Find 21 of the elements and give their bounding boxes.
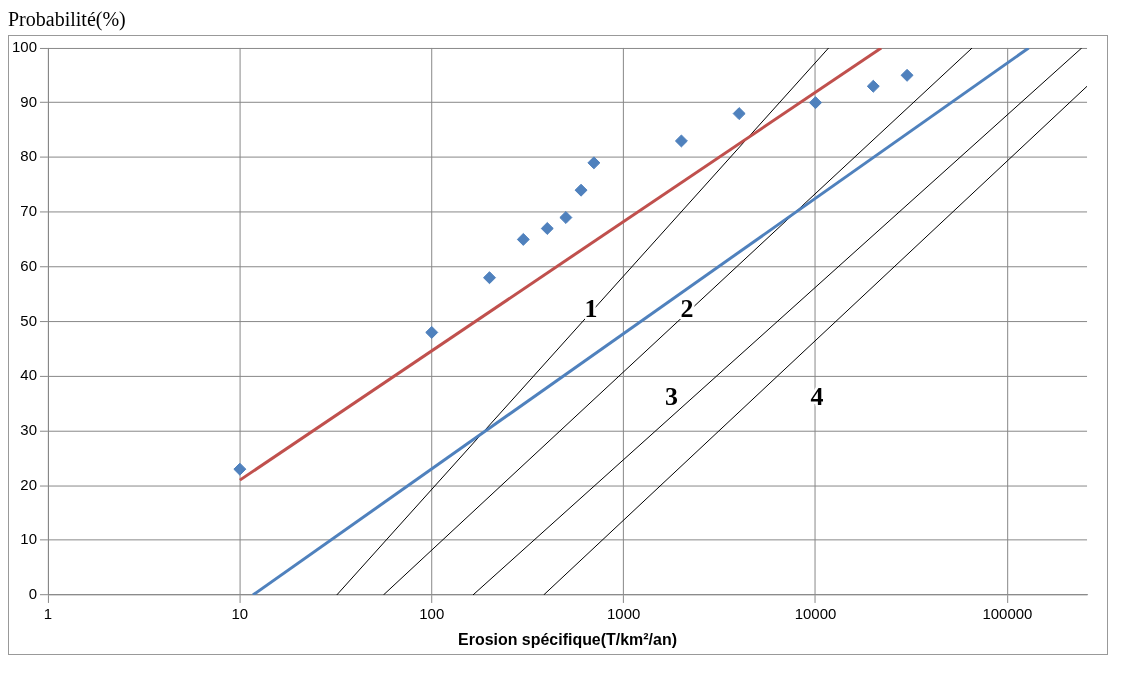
y-tick-label: 40 (20, 366, 37, 384)
y-tick-label: 80 (20, 147, 37, 165)
x-tick-label: 1 (43, 605, 53, 623)
y-tick-label: 90 (20, 92, 37, 110)
annotation: 4 (810, 381, 824, 411)
y-tick-label: 20 (20, 475, 37, 493)
y-tick-label: 0 (28, 585, 37, 603)
y-tick-label: 30 (20, 421, 37, 439)
x-tick-label: 100000 (982, 605, 1033, 623)
x-tick-label: 1000 (606, 605, 641, 623)
x-axis-title: Erosion spécifique(T/km²/an) (458, 630, 677, 648)
annotation: 3 (664, 381, 678, 411)
y-tick-label: 60 (20, 256, 37, 274)
y-tick-label: 70 (20, 202, 37, 220)
y-tick-label: 10 (20, 530, 37, 548)
y-tick-label: 100 (12, 38, 37, 56)
y-axis-title: Probabilité(%) (8, 8, 127, 31)
x-tick-label: 10000 (794, 605, 837, 623)
y-tick-label: 50 (20, 311, 37, 329)
x-tick-label: 100 (419, 605, 445, 623)
x-tick-label: 10 (231, 605, 249, 623)
